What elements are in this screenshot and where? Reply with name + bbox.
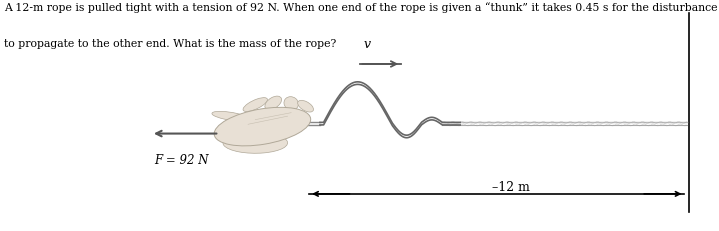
Text: –12 m: –12 m — [493, 180, 530, 193]
Text: v: v — [363, 38, 370, 51]
Ellipse shape — [284, 97, 298, 111]
Ellipse shape — [298, 101, 313, 112]
Ellipse shape — [243, 98, 267, 112]
Ellipse shape — [214, 108, 311, 146]
Text: to propagate to the other end. What is the mass of the rope?: to propagate to the other end. What is t… — [4, 39, 336, 49]
Ellipse shape — [265, 97, 282, 110]
Text: F = 92 N: F = 92 N — [155, 154, 209, 167]
Ellipse shape — [223, 133, 288, 154]
Text: A 12-m rope is pulled tight with a tension of 92 N. When one end of the rope is : A 12-m rope is pulled tight with a tensi… — [4, 2, 717, 13]
Ellipse shape — [212, 112, 248, 122]
